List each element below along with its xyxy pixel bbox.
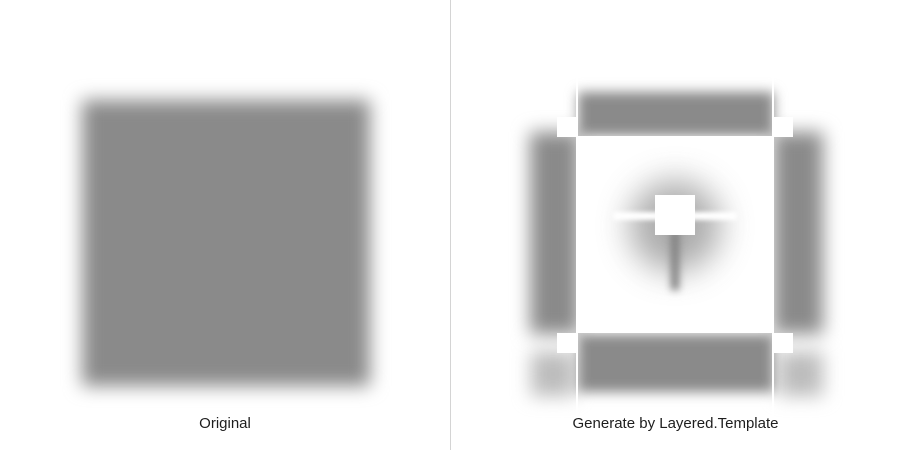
layer-center-vertical-streak [671,230,679,290]
layer-slit-left [576,70,578,450]
layered-template-panel: Generate by Layered.Template [451,0,900,450]
layered-template-caption: Generate by Layered.Template [572,415,779,432]
layer-notch-top-left [557,117,577,137]
layer-haze-bottom-left [531,352,575,396]
original-caption: Original [199,415,251,432]
layer-notch-bottom-left [557,333,577,353]
layer-bottom-edge [578,334,774,392]
panel-divider [450,0,451,450]
layer-center-hole [655,195,695,235]
layer-slit-right [772,70,774,450]
layer-left-edge [530,132,580,334]
layer-right-edge [773,132,823,334]
original-blurred-square [82,100,370,386]
layer-haze-bottom-right [779,352,823,396]
original-panel: Original [82,100,370,432]
layer-notch-top-right [773,117,793,137]
layer-top-edge [578,92,774,136]
layer-notch-bottom-right [773,333,793,353]
